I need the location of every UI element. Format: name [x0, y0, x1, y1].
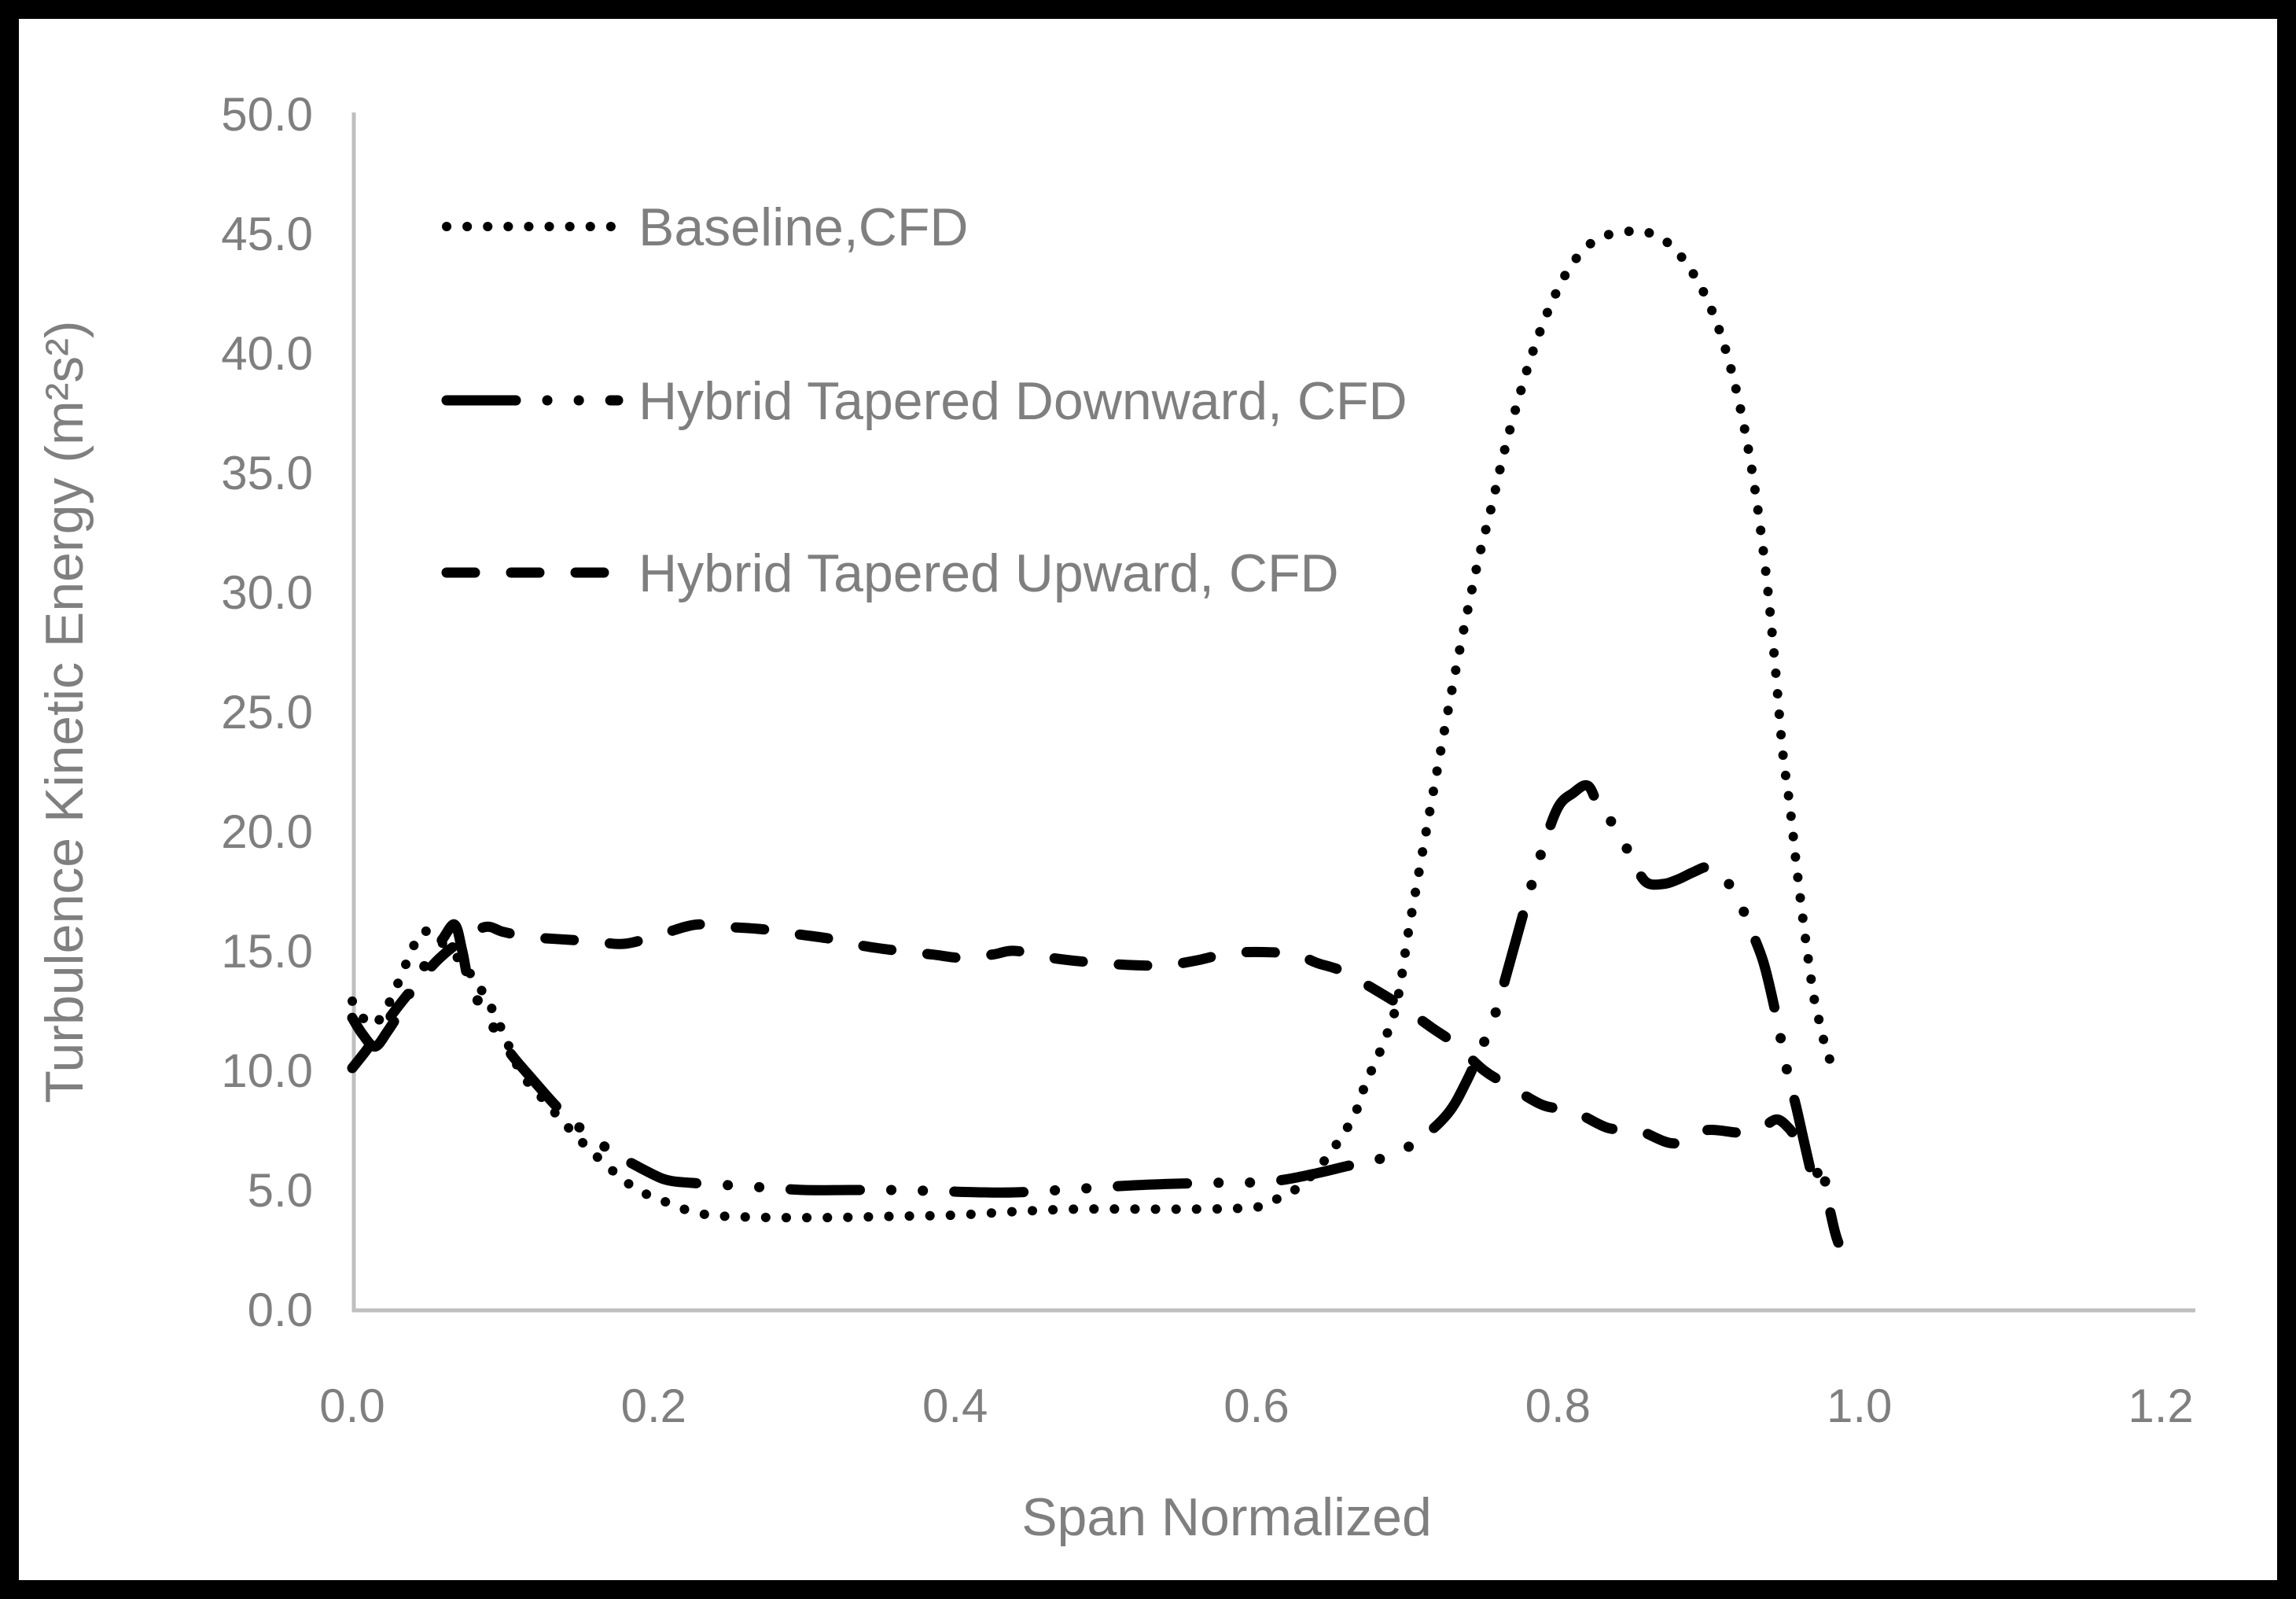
- y-tick-label: 20.0: [221, 805, 313, 858]
- x-tick-label: 0.0: [319, 1380, 385, 1432]
- legend-label: Hybrid Tapered Downward, CFD: [638, 371, 1407, 431]
- x-tick-label: 0.2: [621, 1380, 686, 1432]
- legend-item: Hybrid Tapered Upward, CFD: [441, 543, 1339, 603]
- plot-series: [347, 227, 1844, 1248]
- y-axis-title: Turbulence Kinetic Energy (m²s²): [35, 320, 94, 1103]
- y-tick-label: 45.0: [221, 208, 313, 260]
- y-tick-label: 0.0: [248, 1284, 313, 1336]
- y-tick-label: 50.0: [221, 88, 313, 141]
- legend-item: Hybrid Tapered Downward, CFD: [441, 371, 1407, 431]
- series-curve-dash-dot-dot: [347, 779, 1844, 1248]
- legend-item: Baseline,CFD: [442, 197, 969, 257]
- legend: Baseline,CFD Hybrid Tapered Downward, CFD…: [441, 197, 1407, 603]
- y-tick-label: 25.0: [221, 686, 313, 739]
- x-tick-label: 0.8: [1525, 1380, 1591, 1432]
- y-tick-label: 30.0: [221, 566, 313, 619]
- x-tick-label: 1.2: [2128, 1380, 2193, 1432]
- y-tick-label: 35.0: [221, 447, 313, 499]
- y-tick-label: 15.0: [221, 925, 313, 978]
- x-axis-ticks: 0.0 0.2 0.4 0.6 0.8 1.0 1.2: [319, 1380, 2193, 1432]
- y-tick-label: 10.0: [221, 1045, 313, 1097]
- y-tick-label: 5.0: [248, 1164, 313, 1217]
- x-axis-title: Span Normalized: [1021, 1487, 1432, 1547]
- y-axis-ticks: 0.0 5.0 10.0 15.0 20.0 25.0 30.0 35.0 40.0 45.0 50…: [221, 88, 313, 1336]
- x-tick-label: 0.6: [1223, 1380, 1289, 1432]
- series-curve-dashed: [347, 919, 1805, 1149]
- legend-label: Hybrid Tapered Upward, CFD: [638, 543, 1339, 603]
- legend-label: Baseline,CFD: [638, 197, 969, 257]
- x-tick-label: 1.0: [1827, 1380, 1892, 1432]
- x-tick-label: 0.4: [922, 1380, 988, 1432]
- y-tick-label: 40.0: [221, 327, 313, 380]
